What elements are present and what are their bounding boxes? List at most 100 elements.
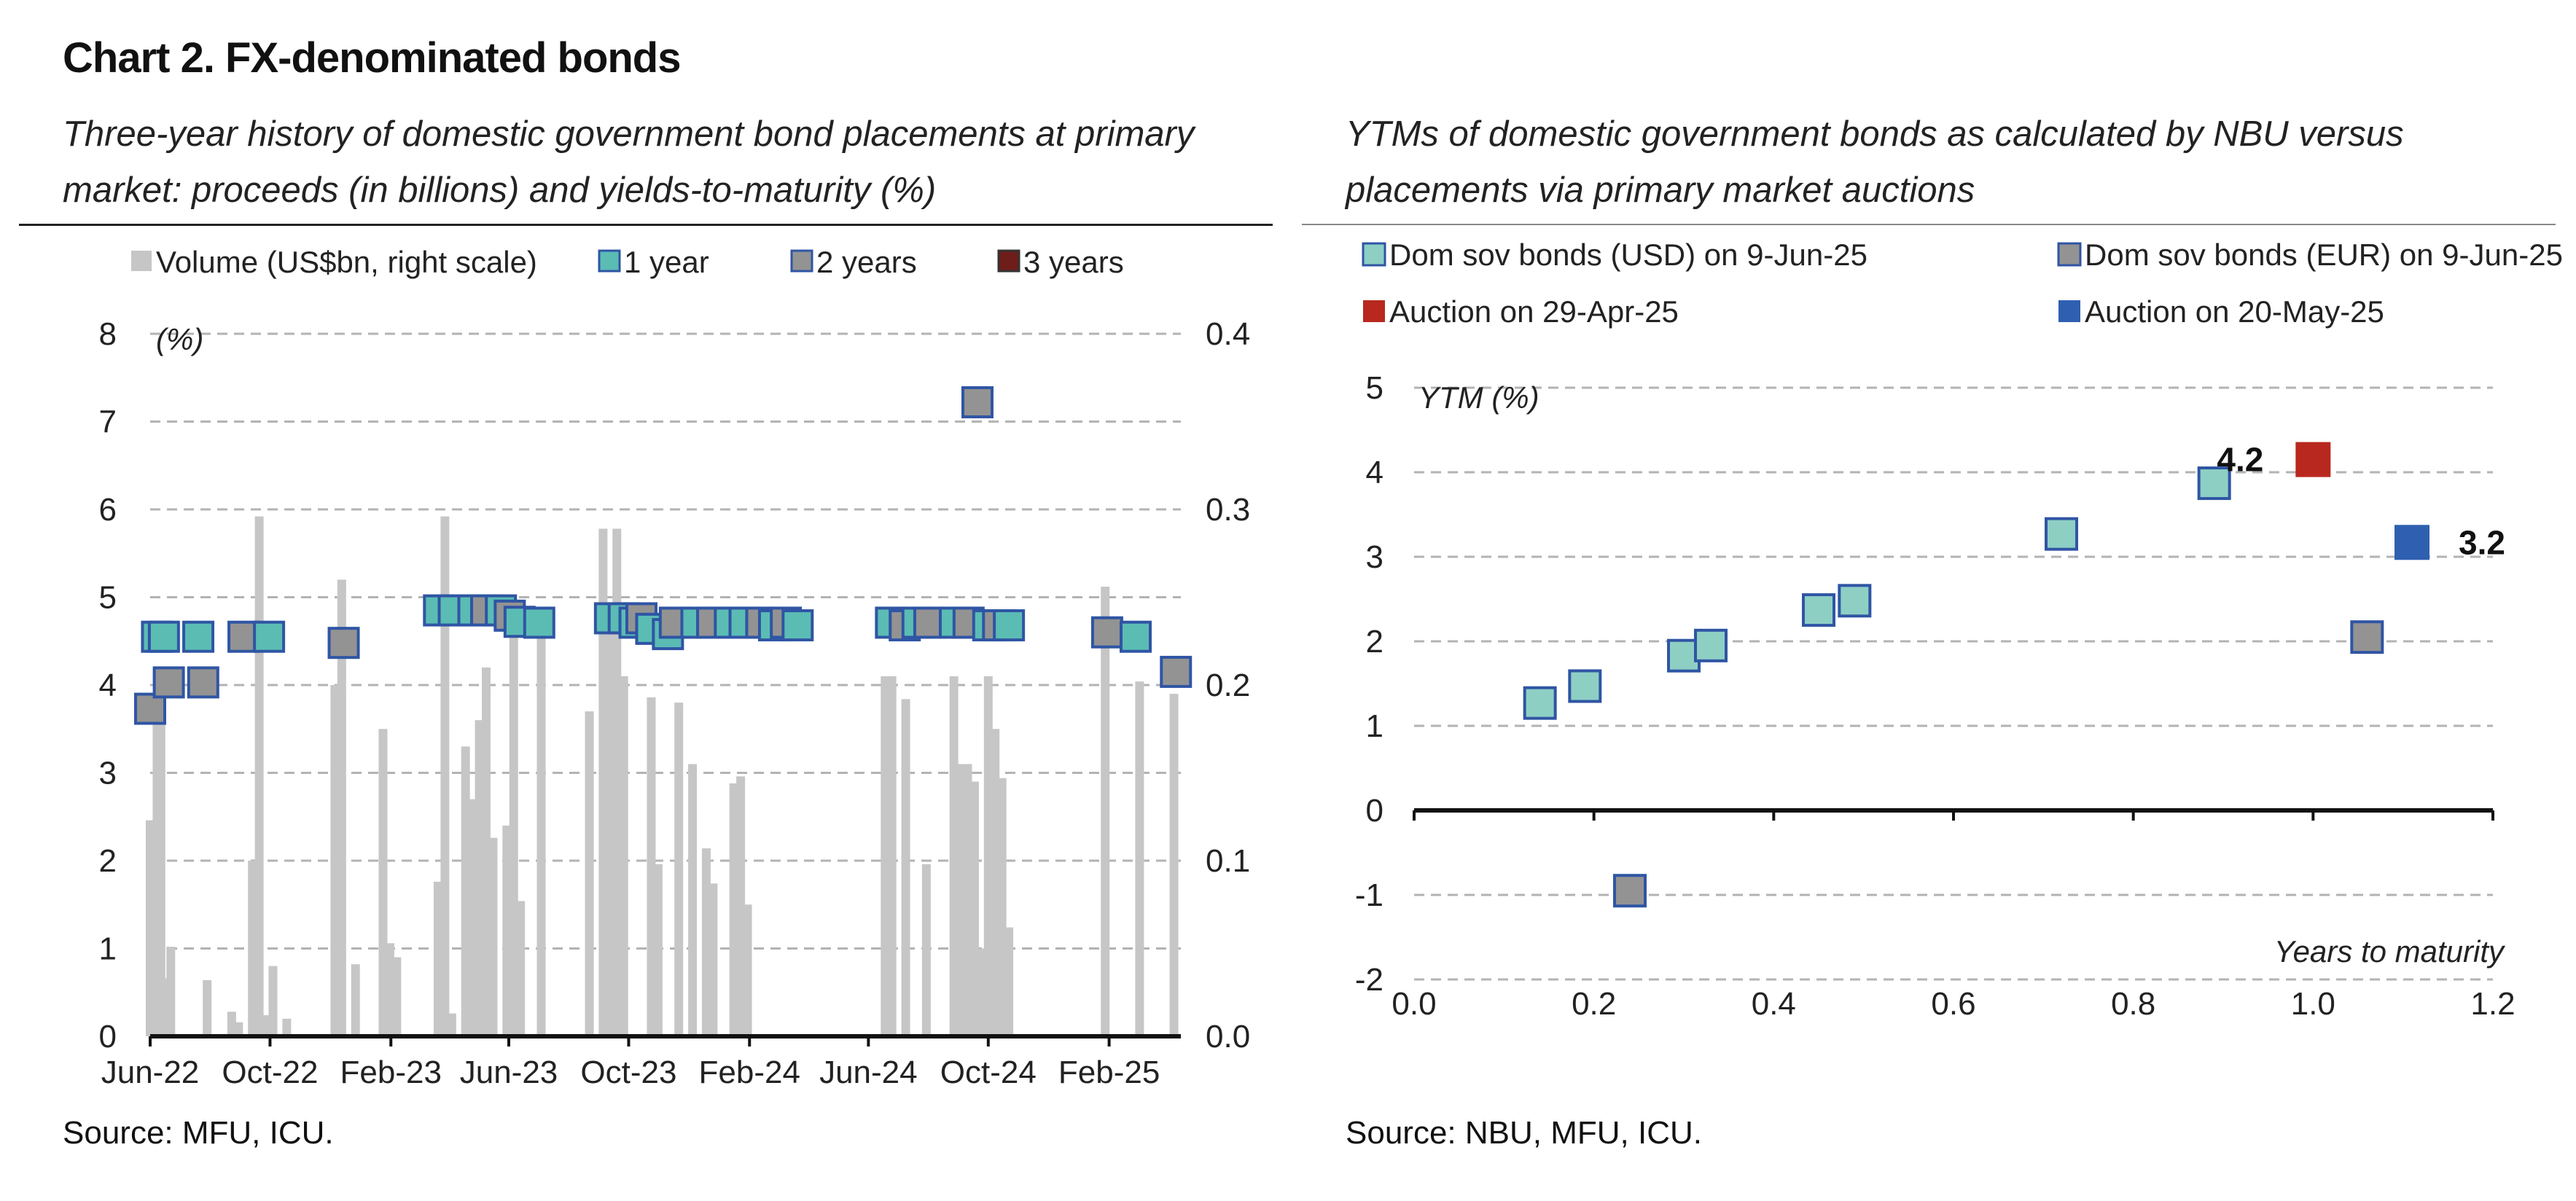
volume-bar [468, 799, 477, 1036]
volume-bar [901, 699, 910, 1036]
y-right-tick-label: 0.1 [1206, 843, 1250, 879]
legend-swatch-eur [2057, 242, 2082, 267]
page-title: Chart 2. FX-denominated bonds [63, 34, 681, 82]
legend-swatch-three_year [997, 249, 1020, 273]
volume-bar [881, 676, 890, 1036]
yield-marker [327, 627, 360, 660]
y-right-tick-label: 0.2 [1206, 668, 1250, 703]
volume-bar [481, 667, 491, 1036]
volume-bar [351, 964, 360, 1036]
x-tick-label: 0.6 [1931, 986, 1975, 1022]
point-usd [1802, 593, 1835, 627]
y-left-tick-label: 3 [99, 756, 117, 791]
y-left-tick-label: 2 [99, 843, 117, 879]
left-chart: Volume (US$bn, right scale) 1 year 2 years… [99, 245, 1251, 1090]
left-divider [19, 224, 1273, 226]
volume-bar [585, 711, 594, 1036]
y-tick-label: 5 [1366, 370, 1383, 406]
volume-bar [1135, 681, 1144, 1036]
volume-bar [536, 614, 546, 1036]
y-tick-label: 2 [1366, 624, 1383, 660]
volume-bar [254, 516, 264, 1036]
y-tick-label: -2 [1355, 962, 1383, 998]
yield-marker [1090, 616, 1123, 649]
y-tick-label: 0 [1366, 793, 1383, 829]
volume-bar [516, 901, 526, 1036]
y-left-tick-label: 8 [99, 316, 117, 352]
x-tick-label: 1.0 [2291, 986, 2335, 1022]
point-usd [2045, 517, 2078, 551]
x-tick-label: 1.2 [2470, 986, 2515, 1022]
x-tick-label: Jun-22 [101, 1055, 200, 1090]
volume-bar [619, 676, 628, 1036]
yield-marker [523, 606, 555, 639]
yield-marker [182, 620, 215, 653]
y-left-tick-label: 0 [99, 1019, 117, 1055]
point-usd [2197, 466, 2231, 501]
volume-bar [461, 746, 470, 1036]
volume-bar [156, 703, 165, 1036]
y-left-tick-label: 1 [99, 931, 117, 967]
volume-bar [330, 685, 340, 1036]
y-axis-label: (%) [156, 322, 203, 356]
legend-label-two_year: 2 years [816, 245, 917, 279]
legend-label-three_year: 3 years [1023, 245, 1124, 279]
volume-bar [963, 764, 972, 1036]
point-eur [1613, 874, 1647, 908]
x-tick-label: Jun-23 [460, 1055, 558, 1090]
legend-swatch-volume [131, 251, 152, 271]
volume-bar [1169, 694, 1179, 1036]
yield-marker [1119, 620, 1152, 653]
point-usd [1694, 628, 1728, 662]
volume-bar [234, 1022, 243, 1036]
left-chart-subtitle: Three-year history of domestic governmen… [63, 114, 1195, 210]
legend-swatch-auction_may [2058, 300, 2080, 322]
right-divider [1302, 224, 2556, 225]
point-usd [1838, 584, 1872, 618]
legend-label-eur: Dom sov bonds (EUR) on 9-Jun-25 [2085, 238, 2563, 272]
data-label-auction_may: 3.2 [2459, 523, 2505, 561]
legend-label-volume: Volume (US$bn, right scale) [156, 245, 537, 279]
x-tick-label: 0.4 [1752, 986, 1796, 1022]
volume-bar [447, 1013, 456, 1036]
volume-bar [203, 979, 212, 1036]
point-eur [2350, 620, 2384, 654]
x-tick-label: Oct-24 [940, 1055, 1037, 1090]
volume-bar [509, 614, 518, 1036]
x-tick-label: 0.0 [1392, 986, 1436, 1022]
point-usd [1568, 669, 1602, 703]
volume-bar [166, 947, 176, 1036]
legend-swatch-two_year [790, 249, 813, 273]
y-left-tick-label: 5 [99, 580, 117, 616]
volume-bar [227, 1012, 236, 1036]
x-tick-label: Jun-24 [819, 1055, 918, 1090]
volume-bar [488, 837, 498, 1036]
legend-label-usd: Dom sov bonds (USD) on 9-Jun-25 [1389, 238, 1867, 272]
x-tick-label: Feb-24 [699, 1055, 800, 1090]
legend-swatch-usd [1362, 242, 1386, 267]
volume-bar [433, 881, 442, 1036]
right-source-note: Source: NBU, MFU, ICU. [1346, 1115, 1702, 1151]
x-tick-label: 0.8 [2111, 986, 2155, 1022]
y-tick-label: -1 [1355, 877, 1383, 913]
volume-bar [991, 729, 1000, 1036]
volume-bar [743, 904, 752, 1036]
yield-marker [187, 666, 219, 699]
yield-marker [147, 620, 180, 653]
x-tick-label: Feb-25 [1058, 1055, 1160, 1090]
volume-bar [1101, 587, 1110, 1036]
y-left-tick-label: 6 [99, 492, 117, 528]
x-tick-label: Oct-23 [580, 1055, 676, 1090]
volume-bar [674, 703, 684, 1036]
volume-bar [997, 778, 1007, 1036]
yield-marker [1160, 655, 1193, 688]
volume-bar [392, 957, 402, 1036]
y-left-tick-label: 4 [99, 668, 117, 703]
volume-bar [598, 528, 608, 1036]
volume-bar [647, 697, 656, 1036]
volume-bar [688, 764, 698, 1036]
volume-bar [440, 516, 450, 1036]
x-tick-label: Oct-22 [222, 1055, 318, 1090]
x-tick-label: Feb-23 [340, 1055, 442, 1090]
volume-bar [977, 948, 986, 1036]
